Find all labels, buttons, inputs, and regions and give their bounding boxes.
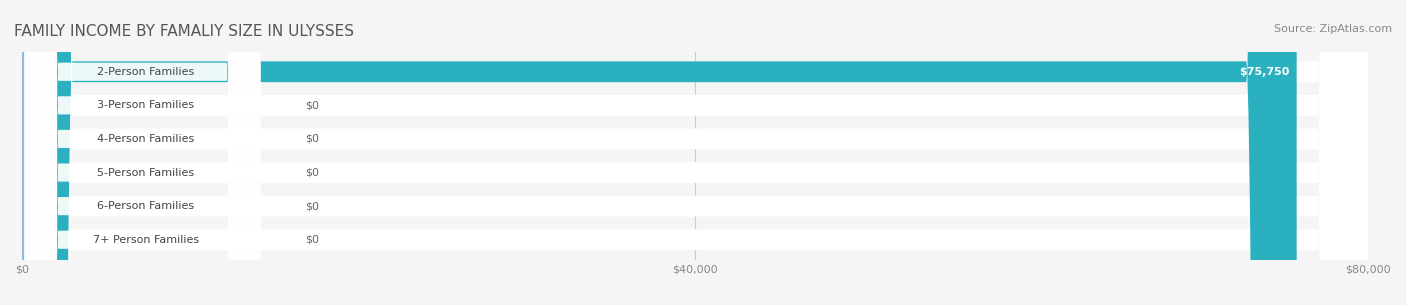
Text: FAMILY INCOME BY FAMALIY SIZE IN ULYSSES: FAMILY INCOME BY FAMALIY SIZE IN ULYSSES [14,24,354,39]
FancyBboxPatch shape [22,0,56,305]
FancyBboxPatch shape [25,0,260,305]
FancyBboxPatch shape [22,0,56,305]
Text: Source: ZipAtlas.com: Source: ZipAtlas.com [1274,24,1392,34]
Text: 6-Person Families: 6-Person Families [97,201,194,211]
FancyBboxPatch shape [22,0,1368,305]
FancyBboxPatch shape [25,0,260,305]
Text: 4-Person Families: 4-Person Families [97,134,194,144]
FancyBboxPatch shape [22,0,1368,305]
Text: 2-Person Families: 2-Person Families [97,67,194,77]
FancyBboxPatch shape [25,0,260,305]
FancyBboxPatch shape [22,0,1368,305]
FancyBboxPatch shape [22,0,56,305]
Text: $0: $0 [305,100,319,110]
FancyBboxPatch shape [22,0,1368,305]
FancyBboxPatch shape [25,0,260,305]
FancyBboxPatch shape [22,0,1296,305]
FancyBboxPatch shape [25,0,260,305]
Text: $0: $0 [305,167,319,178]
FancyBboxPatch shape [25,0,260,305]
Text: 5-Person Families: 5-Person Families [97,167,194,178]
FancyBboxPatch shape [22,0,1368,305]
Text: $75,750: $75,750 [1240,67,1289,77]
FancyBboxPatch shape [22,0,56,305]
Text: 3-Person Families: 3-Person Families [97,100,194,110]
Text: $0: $0 [305,235,319,245]
FancyBboxPatch shape [22,0,1368,305]
Text: 7+ Person Families: 7+ Person Families [93,235,198,245]
Text: $0: $0 [305,134,319,144]
Text: $0: $0 [305,201,319,211]
FancyBboxPatch shape [22,0,56,305]
